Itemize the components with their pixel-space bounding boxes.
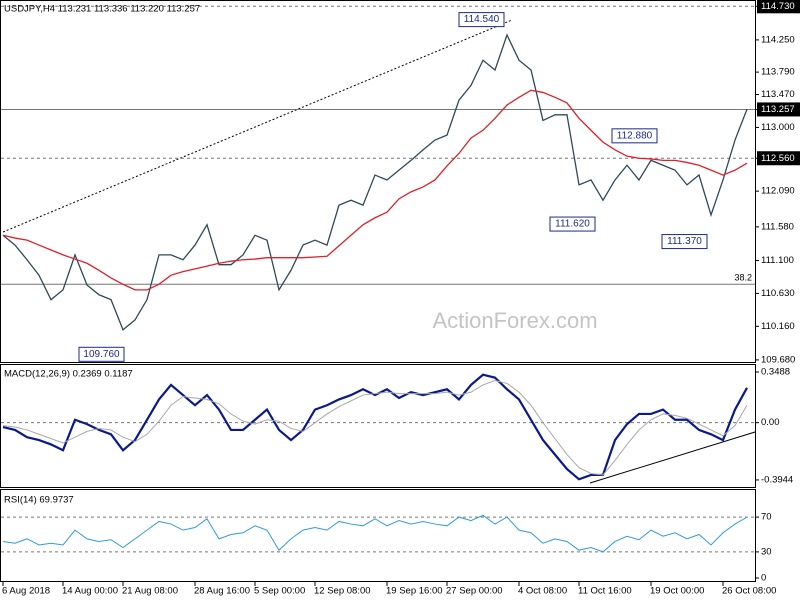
series-line [2,373,748,481]
x-tick-label: 4 Oct 08:00 [518,586,567,597]
y-tick-label: 110.630 [761,288,795,299]
y-tick-label: 113.790 [761,67,795,78]
y-tick-label: 114.250 [761,34,795,45]
y-tick-label: 111.580 [761,221,794,232]
price-panel [0,0,756,363]
x-tick-label: 27 Sep 00:00 [446,586,503,597]
panel-title: USDJPY,H4 113.231 113.336 113.220 113.25… [4,4,200,15]
y-tick-label: 112.090 [761,186,795,197]
annotation-label: 111.620 [555,219,590,230]
annotation-box [611,128,658,144]
x-tick-label: 28 Aug 16:00 [194,586,250,597]
annotation-box [549,216,596,232]
panel-title: RSI(14) 69.9737 [4,495,74,506]
x-tick-label: 6 Aug 2018 [2,586,50,597]
y-tick-label: 70 [761,512,772,523]
annotation-label: 112.880 [617,130,653,141]
y-tick-label: 111.100 [761,255,794,266]
macd-trend-line [589,431,756,484]
annotation-box [78,346,125,362]
y-tick-label: -0.3944 [761,474,793,485]
x-tick-label: 5 Sep 00:00 [254,586,305,597]
y-tick-label: 0.3488 [761,367,790,378]
y-tick-label: 112.560 [761,153,795,164]
series-line [2,89,748,291]
y-tick-label: 110.160 [761,321,795,332]
series-line [2,33,748,331]
annotation-label: 111.370 [667,236,702,247]
x-tick-label: 26 Oct 08:00 [722,586,776,597]
rsi-panel [0,489,756,582]
y-tick-label: 114.730 [761,1,795,12]
series-line [2,380,748,476]
y-tick-label: 0.00 [761,417,780,428]
level-label: 38.2 [734,273,752,283]
annotation-label: 109.760 [83,349,120,360]
x-tick-label: 19 Sep 16:00 [386,586,443,597]
tick-highlight [757,0,800,14]
tick-highlight [757,151,800,166]
x-tick-label: 11 Oct 16:00 [578,586,632,597]
x-tick-label: 12 Sep 08:00 [314,586,371,597]
y-tick-label: 113.000 [761,122,795,133]
y-tick-label: 0 [761,573,766,584]
annotation-box [458,12,505,28]
watermark: ActionForex.com [432,308,597,333]
series-line [2,514,748,553]
macd-panel [0,364,756,488]
x-tick-label: 21 Aug 08:00 [122,586,178,597]
y-tick-label: 109.680 [761,354,795,365]
annotation-label: 114.540 [464,14,500,25]
annotation-box [661,234,708,250]
y-tick-label: 113.257 [761,104,795,115]
panel-title: MACD(12,26,9) 0.2369 0.1187 [4,369,133,380]
y-tick-label: 113.470 [761,89,795,100]
y-tick-label: 30 [761,546,772,557]
x-tick-label: 14 Aug 00:00 [62,586,118,597]
x-tick-label: 19 Oct 00:00 [650,586,704,597]
tick-highlight [757,102,800,117]
